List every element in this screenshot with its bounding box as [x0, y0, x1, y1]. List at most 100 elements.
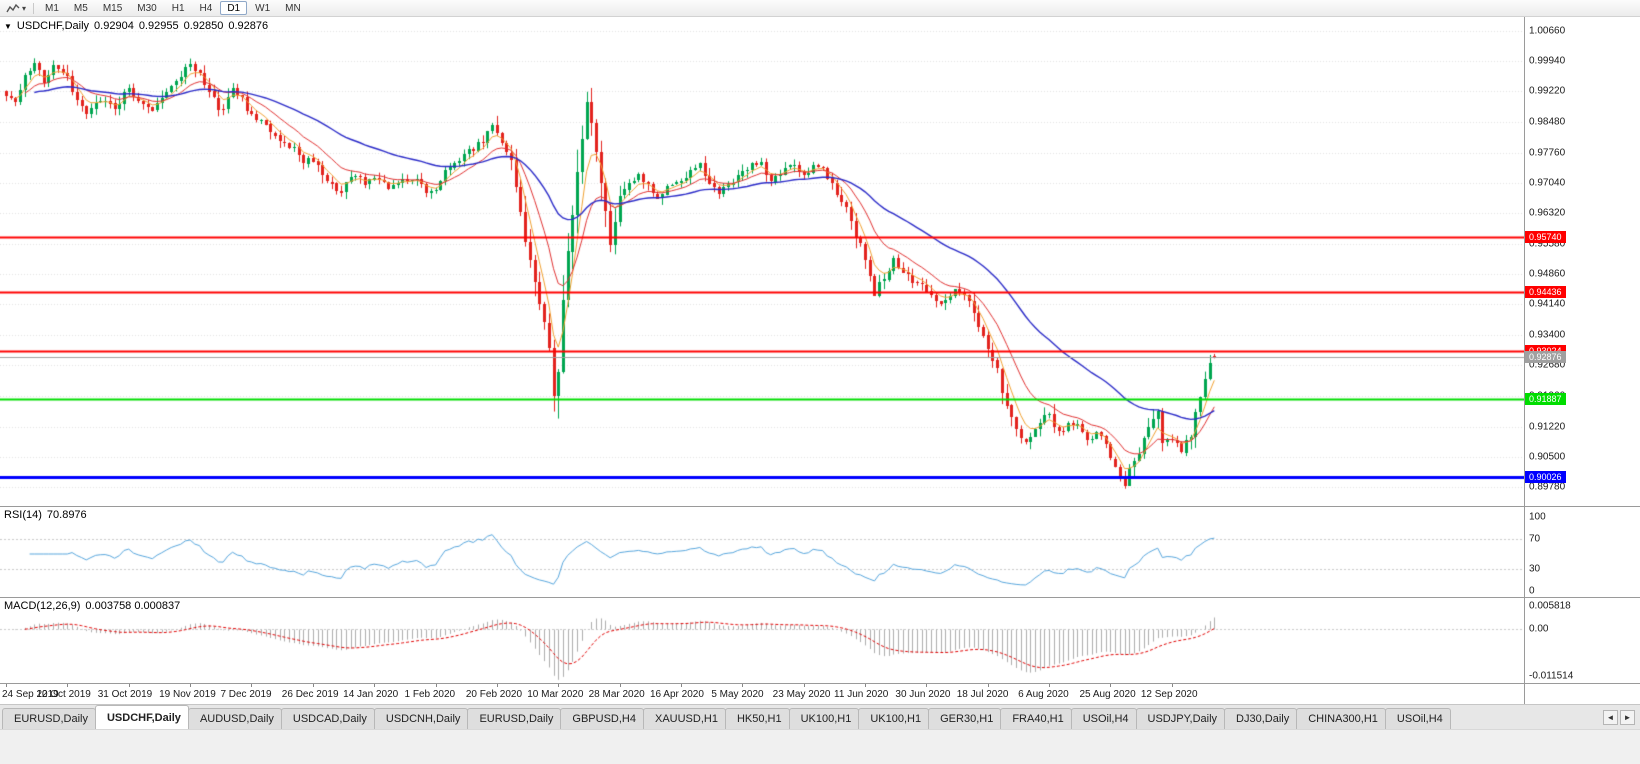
date-tick [67, 684, 68, 687]
timeframe-group: M1 M5 M15 M30 H1 H4 D1 W1 MN [38, 1, 308, 15]
collapse-caret-icon[interactable]: ▼ [4, 21, 12, 31]
date-tick [988, 684, 989, 687]
date-axis-label: 14 Jan 2020 [343, 689, 399, 700]
tab-uk100-h1[interactable]: UK100,H1 [788, 708, 860, 729]
tab-usoil-h4[interactable]: USOil,H4 [1070, 708, 1137, 729]
tab-gbpusd-h4[interactable]: GBPUSD,H4 [560, 708, 644, 729]
tab-usdjpy-daily[interactable]: USDJPY,Daily [1135, 708, 1226, 729]
price-axis-label: 0.90500 [1529, 451, 1566, 463]
tab-label: EURUSD,Daily [479, 713, 554, 725]
current-price-tag: 0.92876 [1525, 351, 1566, 364]
macd-panel: MACD(12,26,9) 0.003758 0.000837 0.005818… [0, 597, 1640, 683]
ohlc-high: 0.92955 [138, 20, 179, 32]
macd-axis-border [1524, 598, 1525, 683]
timeframe-button-m1[interactable]: M1 [45, 3, 59, 14]
date-tick [926, 684, 927, 687]
toolbar-separator [33, 2, 35, 14]
level-price-tag: 0.90026 [1525, 470, 1566, 483]
timeframe-button-mn[interactable]: MN [285, 3, 301, 14]
date-tick [1110, 684, 1111, 687]
tab-label: UK100,H1 [870, 713, 922, 725]
rsi-name: RSI(14) [4, 509, 42, 521]
tab-usdcnh-daily[interactable]: USDCNH,Daily [373, 708, 469, 729]
tab-label: USDJPY,Daily [1147, 713, 1218, 725]
tab-usdchf-daily[interactable]: USDCHF,Daily [94, 705, 189, 729]
tab-label: GBPUSD,H4 [572, 713, 636, 725]
tab-usoil-h4[interactable]: USOil,H4 [1384, 708, 1451, 729]
tab-eurusd-daily[interactable]: EURUSD,Daily [467, 708, 562, 729]
main-chart-canvas[interactable] [0, 17, 1524, 506]
date-tick [313, 684, 314, 687]
tab-usdcad-daily[interactable]: USDCAD,Daily [280, 708, 375, 729]
rsi-axis-border [1524, 507, 1525, 597]
tab-hk50-h1[interactable]: HK50,H1 [724, 708, 790, 729]
tab-dj30-daily[interactable]: DJ30,Daily [1224, 708, 1298, 729]
date-axis-label: 23 May 2020 [772, 689, 831, 700]
date-axis-label: 12 Sep 2020 [1140, 689, 1198, 700]
rsi-value: 70.8976 [46, 509, 87, 521]
timeframe-button-m30[interactable]: M30 [137, 3, 157, 14]
tab-fra40-h1[interactable]: FRA40,H1 [1000, 708, 1072, 729]
price-axis-label: 0.91220 [1529, 421, 1566, 433]
date-axis-label: 16 Apr 2020 [649, 689, 704, 700]
date-axis-label: 11 Jun 2020 [834, 689, 889, 700]
price-axis-label: 0.94860 [1529, 268, 1566, 280]
tab-label: FRA40,H1 [1012, 713, 1064, 725]
tab-label: USDCNH,Daily [385, 713, 461, 725]
tab-label: HK50,H1 [736, 713, 782, 725]
toolbar-caret-icon[interactable]: ▾ [22, 3, 27, 13]
price-axis-label: 0.92680 [1529, 359, 1566, 371]
tab-eurusd-daily[interactable]: EURUSD,Daily [2, 708, 96, 729]
timeframe-button-m5[interactable]: M5 [73, 3, 88, 14]
toolbar: ▾ M1 M5 M15 M30 H1 H4 D1 W1 MN [0, 0, 1640, 17]
macd-axis-label: -0.011514 [1529, 670, 1574, 682]
tab-audusd-daily[interactable]: AUDUSD,Daily [187, 708, 282, 729]
date-axis-label: 12 Oct 2019 [36, 689, 91, 700]
tab-label: GER30,H1 [940, 713, 994, 725]
timeframe-button-h1[interactable]: H1 [171, 3, 185, 14]
timeframe-button-h4[interactable]: H4 [199, 3, 213, 14]
date-axis-label: 24 Sep 2019 [2, 689, 59, 700]
date-axis-label: 10 Mar 2020 [527, 689, 584, 700]
price-axis-label: 1.00660 [1529, 25, 1566, 37]
tab-ger30-h1[interactable]: GER30,H1 [928, 708, 1002, 729]
tab-label: USDCAD,Daily [292, 713, 367, 725]
rsi-canvas[interactable] [0, 507, 1524, 597]
chart-tab-bar: EURUSD,Daily USDCHF,Daily AUDUSD,Daily USDC… [0, 704, 1640, 729]
price-axis-label: 0.89780 [1529, 481, 1566, 493]
chart-symbol-label: USDCHF,Daily [16, 20, 90, 32]
rsi-axis-label: 0 [1529, 585, 1535, 597]
macd-axis-label: 0.00 [1529, 623, 1549, 635]
timeframe-button-m15[interactable]: M15 [102, 3, 123, 14]
tab-scroll-right-button[interactable]: ► [1620, 709, 1635, 725]
tab-china300-h1[interactable]: CHINA300,H1 [1296, 708, 1386, 729]
macd-name: MACD(12,26,9) [4, 600, 81, 612]
price-axis-label: 0.95580 [1529, 238, 1566, 250]
tab-label: DJ30,Daily [1236, 713, 1290, 725]
ohlc-open: 0.92904 [94, 20, 134, 32]
tab-label: XAUUSD,H1 [654, 713, 718, 725]
date-axis-label: 31 Oct 2019 [97, 689, 153, 700]
macd-canvas[interactable] [0, 598, 1524, 683]
tab-scroll-left-button[interactable]: ◄ [1603, 709, 1618, 725]
timeframe-button-w1[interactable]: W1 [255, 3, 271, 14]
rsi-axis-label: 30 [1529, 563, 1541, 575]
level-price-tag: 0.95740 [1525, 231, 1566, 244]
tab-uk100-h1[interactable]: UK100,H1 [858, 708, 930, 729]
tab-scroll-controls: ◄ ► [1598, 705, 1640, 729]
chart-tabs: EURUSD,Daily USDCHF,Daily AUDUSD,Daily USDC… [0, 705, 1598, 729]
rsi-panel: RSI(14) 70.8976 100 70 30 0 [0, 506, 1640, 597]
tab-label: USOil,H4 [1396, 713, 1443, 725]
level-price-tag: 0.91887 [1525, 392, 1566, 405]
date-tick [251, 684, 252, 687]
date-tick [804, 684, 805, 687]
macd-indicator-label: MACD(12,26,9) 0.003758 0.000837 [4, 600, 180, 612]
date-axis-label: 18 Jul 2020 [956, 689, 1009, 700]
date-axis-label: 20 Feb 2020 [465, 689, 523, 700]
date-axis-label: 19 Nov 2019 [159, 689, 216, 700]
tab-xauusd-h1[interactable]: XAUUSD,H1 [642, 708, 726, 729]
chart-line-icon[interactable] [6, 3, 20, 14]
timeframe-button-d1[interactable]: D1 [220, 1, 248, 15]
price-axis-label: 0.98480 [1529, 116, 1566, 128]
